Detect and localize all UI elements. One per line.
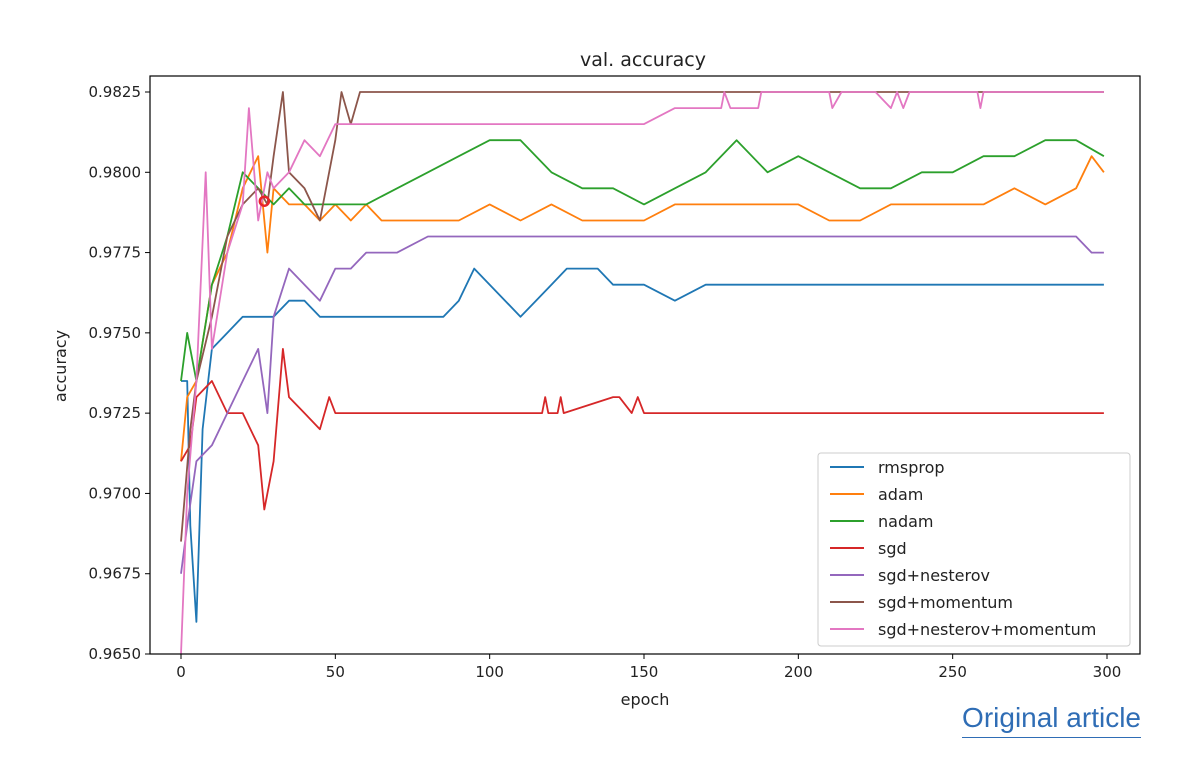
original-article-link[interactable]: Original article <box>962 702 1141 738</box>
series-line-sgd-nesterov-momentum <box>180 91 1104 655</box>
y-tick-label: 0.9775 <box>89 244 142 262</box>
plot-frame <box>149 75 1141 655</box>
y-tick-label: 0.9700 <box>89 484 142 502</box>
x-tick-label: 300 <box>1093 663 1122 681</box>
y-tick-label: 0.9650 <box>89 645 142 663</box>
series-line-sgd <box>180 347 1104 511</box>
series-line-adam <box>180 155 1105 462</box>
x-tick-label: 250 <box>938 663 967 681</box>
chart-title: val. accuracy <box>580 49 706 71</box>
legend-label-adam: adam <box>878 485 923 504</box>
x-tick-label: 200 <box>784 663 813 681</box>
series-line-sgd-nesterov <box>180 235 1104 574</box>
y-tick-label: 0.9750 <box>89 324 142 342</box>
legend-box <box>817 452 1131 647</box>
series-line-nadam <box>180 139 1105 382</box>
legend-label-sgd-nesterov-momentum: sgd+nesterov+momentum <box>878 620 1096 639</box>
y-tick-label: 0.9800 <box>89 163 142 181</box>
x-axis-label: epoch <box>621 690 670 709</box>
legend-label-sgd: sgd <box>878 539 907 558</box>
y-tick-label: 0.9675 <box>89 565 142 583</box>
series-line-rmsprop <box>181 267 1104 623</box>
legend-label-sgd-momentum: sgd+momentum <box>878 593 1013 612</box>
x-tick-label: 50 <box>326 663 345 681</box>
x-tick-label: 0 <box>176 663 186 681</box>
legend-label-rmsprop: rmsprop <box>878 458 945 477</box>
marker-layer <box>258 195 271 207</box>
y-tick-label: 0.9825 <box>89 83 142 101</box>
y-tick-label: 0.9725 <box>89 404 142 422</box>
series-layer <box>180 91 1105 655</box>
x-axis: 0 50 100 150 200 250 300 <box>176 654 1121 681</box>
x-tick-label: 100 <box>475 663 504 681</box>
highlight-marker <box>258 195 271 207</box>
legend: rmsprop adam nadam sgd sgd+nesterov sgd+momen… <box>817 452 1131 647</box>
series-line-sgd-momentum <box>180 91 1104 542</box>
legend-label-sgd-nesterov: sgd+nesterov <box>878 566 990 585</box>
y-axis-label: accuracy <box>51 330 70 402</box>
y-axis: 0.9650 0.9675 0.9700 0.9725 0.9750 0.9775 0.98… <box>89 83 150 663</box>
x-tick-label: 150 <box>630 663 659 681</box>
legend-label-nadam: nadam <box>878 512 934 531</box>
